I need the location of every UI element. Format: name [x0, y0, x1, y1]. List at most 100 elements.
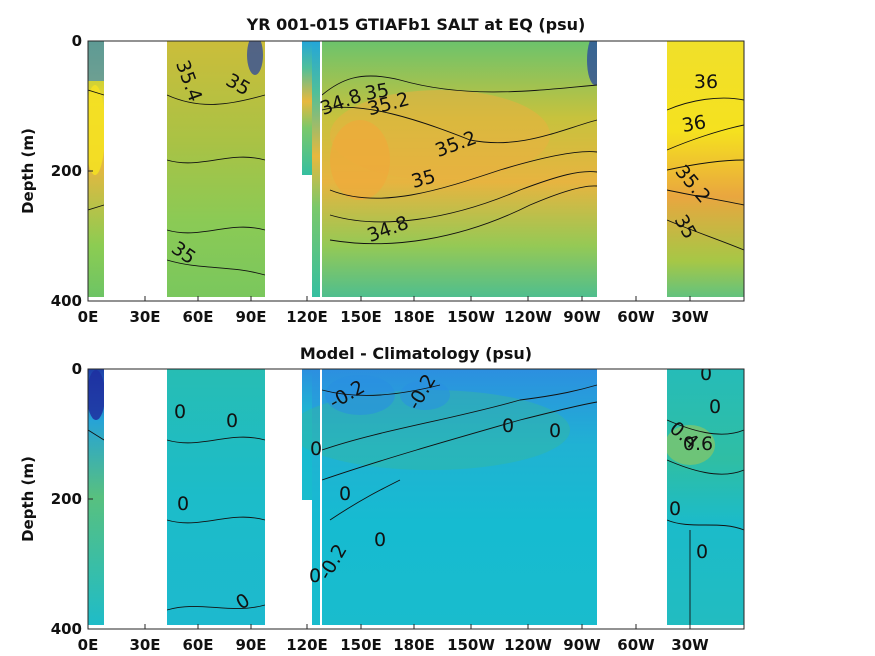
contour-line [666, 419, 744, 435]
contour-line [666, 189, 744, 206]
contour-label: 0 [339, 483, 351, 505]
land-mask [265, 369, 278, 629]
contour-line [666, 97, 744, 111]
contour-line [329, 479, 401, 521]
x-tick-label: 0E [78, 308, 99, 326]
contour-label: 0 [174, 401, 186, 423]
salinity-low-region [247, 41, 263, 75]
contour-line [166, 516, 266, 524]
x-tick-label: 150W [447, 636, 495, 654]
contour-line [329, 151, 598, 199]
x-tick-label: 90E [235, 308, 266, 326]
contour-line [321, 106, 598, 144]
contour-label: 0.6 [683, 433, 713, 455]
contour-label: 0 [700, 363, 712, 385]
land-mask [320, 369, 322, 629]
contour-line [666, 124, 744, 151]
x-tick-label: 90W [563, 636, 601, 654]
contour-line [329, 171, 598, 223]
anomaly-negative-region [88, 370, 105, 420]
contour-line [88, 89, 105, 96]
contour-label: 0 [696, 541, 708, 563]
x-tick-label: 60E [182, 308, 213, 326]
land-mask [278, 369, 302, 629]
contour-line [321, 401, 598, 481]
contour-label: 0 [309, 565, 321, 587]
contour-line [88, 429, 105, 441]
x-tick-label: 120E [286, 308, 328, 326]
chart-title: Model - Climatology (psu) [300, 344, 532, 363]
x-tick-label: 180E [393, 308, 435, 326]
contour-label: 36 [694, 71, 718, 93]
land-mask [597, 41, 667, 301]
x-tick-label: 90W [563, 308, 601, 326]
x-tick-label: 150E [340, 308, 382, 326]
ocean-field [302, 369, 312, 500]
contour-label: 0 [310, 438, 322, 460]
land-mask [88, 297, 744, 301]
contour-line [666, 159, 744, 171]
contour-label: 0 [374, 529, 386, 551]
top-panel: 35.4 35 34.83535.235.23534.835363635.235YR… [19, 15, 745, 326]
land-mask [597, 369, 667, 629]
contour-label: 0 [669, 498, 681, 520]
contour-line [329, 185, 598, 245]
land-mask [320, 41, 322, 301]
x-tick-label: 60W [617, 636, 655, 654]
y-tick-label: 0 [72, 32, 82, 50]
anomaly-positive-region [665, 425, 715, 465]
contour-line [321, 75, 598, 96]
ocean-field [667, 41, 744, 300]
land-mask [278, 41, 302, 301]
contour-line [166, 259, 266, 276]
contour-line [166, 436, 266, 444]
contour-line [321, 384, 441, 396]
x-tick-label: 30E [129, 308, 160, 326]
contour-label: 36 [680, 111, 708, 137]
land-mask [104, 41, 167, 301]
contour-label: 0 [177, 493, 189, 515]
contour-line [166, 156, 266, 164]
contour-label: 0 [709, 396, 721, 418]
salinity-low-region [88, 41, 104, 81]
x-tick-label: 30W [671, 308, 709, 326]
x-tick-label: 30W [671, 636, 709, 654]
x-tick-label: 0E [78, 636, 99, 654]
y-tick-label: 400 [51, 620, 82, 638]
contour-line [666, 459, 744, 475]
ocean-field [302, 41, 312, 175]
contour-line [666, 219, 744, 251]
contour-line [321, 384, 598, 451]
ocean-field [312, 369, 320, 625]
ocean-field [667, 369, 744, 628]
contour-line [666, 519, 744, 531]
contour-label: 0 [226, 410, 238, 432]
ocean-field [312, 41, 320, 297]
ocean-field [167, 369, 265, 625]
contour-label: 35 [363, 79, 391, 105]
anomaly-negative-region [400, 380, 450, 410]
contour-line [88, 204, 105, 211]
contour-label: 0 [549, 420, 561, 442]
y-tick-label: 200 [51, 162, 82, 180]
contour-line [166, 94, 266, 105]
chart-title: YR 001-015 GTIAFb1 SALT at EQ (psu) [246, 15, 586, 34]
y-tick-label: 400 [51, 292, 82, 310]
salinity-core-region [330, 120, 390, 200]
x-tick-label: 150W [447, 308, 495, 326]
y-axis-label: Depth (m) [19, 128, 37, 214]
land-mask [104, 369, 167, 629]
x-tick-label: 60W [617, 308, 655, 326]
salinity-high-region [88, 85, 105, 175]
contour-label: 0 [502, 415, 514, 437]
x-tick-label: 30E [129, 636, 160, 654]
contour-line [166, 226, 266, 234]
x-tick-label: 90E [235, 636, 266, 654]
x-tick-label: 150E [340, 636, 382, 654]
y-tick-label: 0 [72, 360, 82, 378]
x-tick-label: 120W [504, 636, 552, 654]
